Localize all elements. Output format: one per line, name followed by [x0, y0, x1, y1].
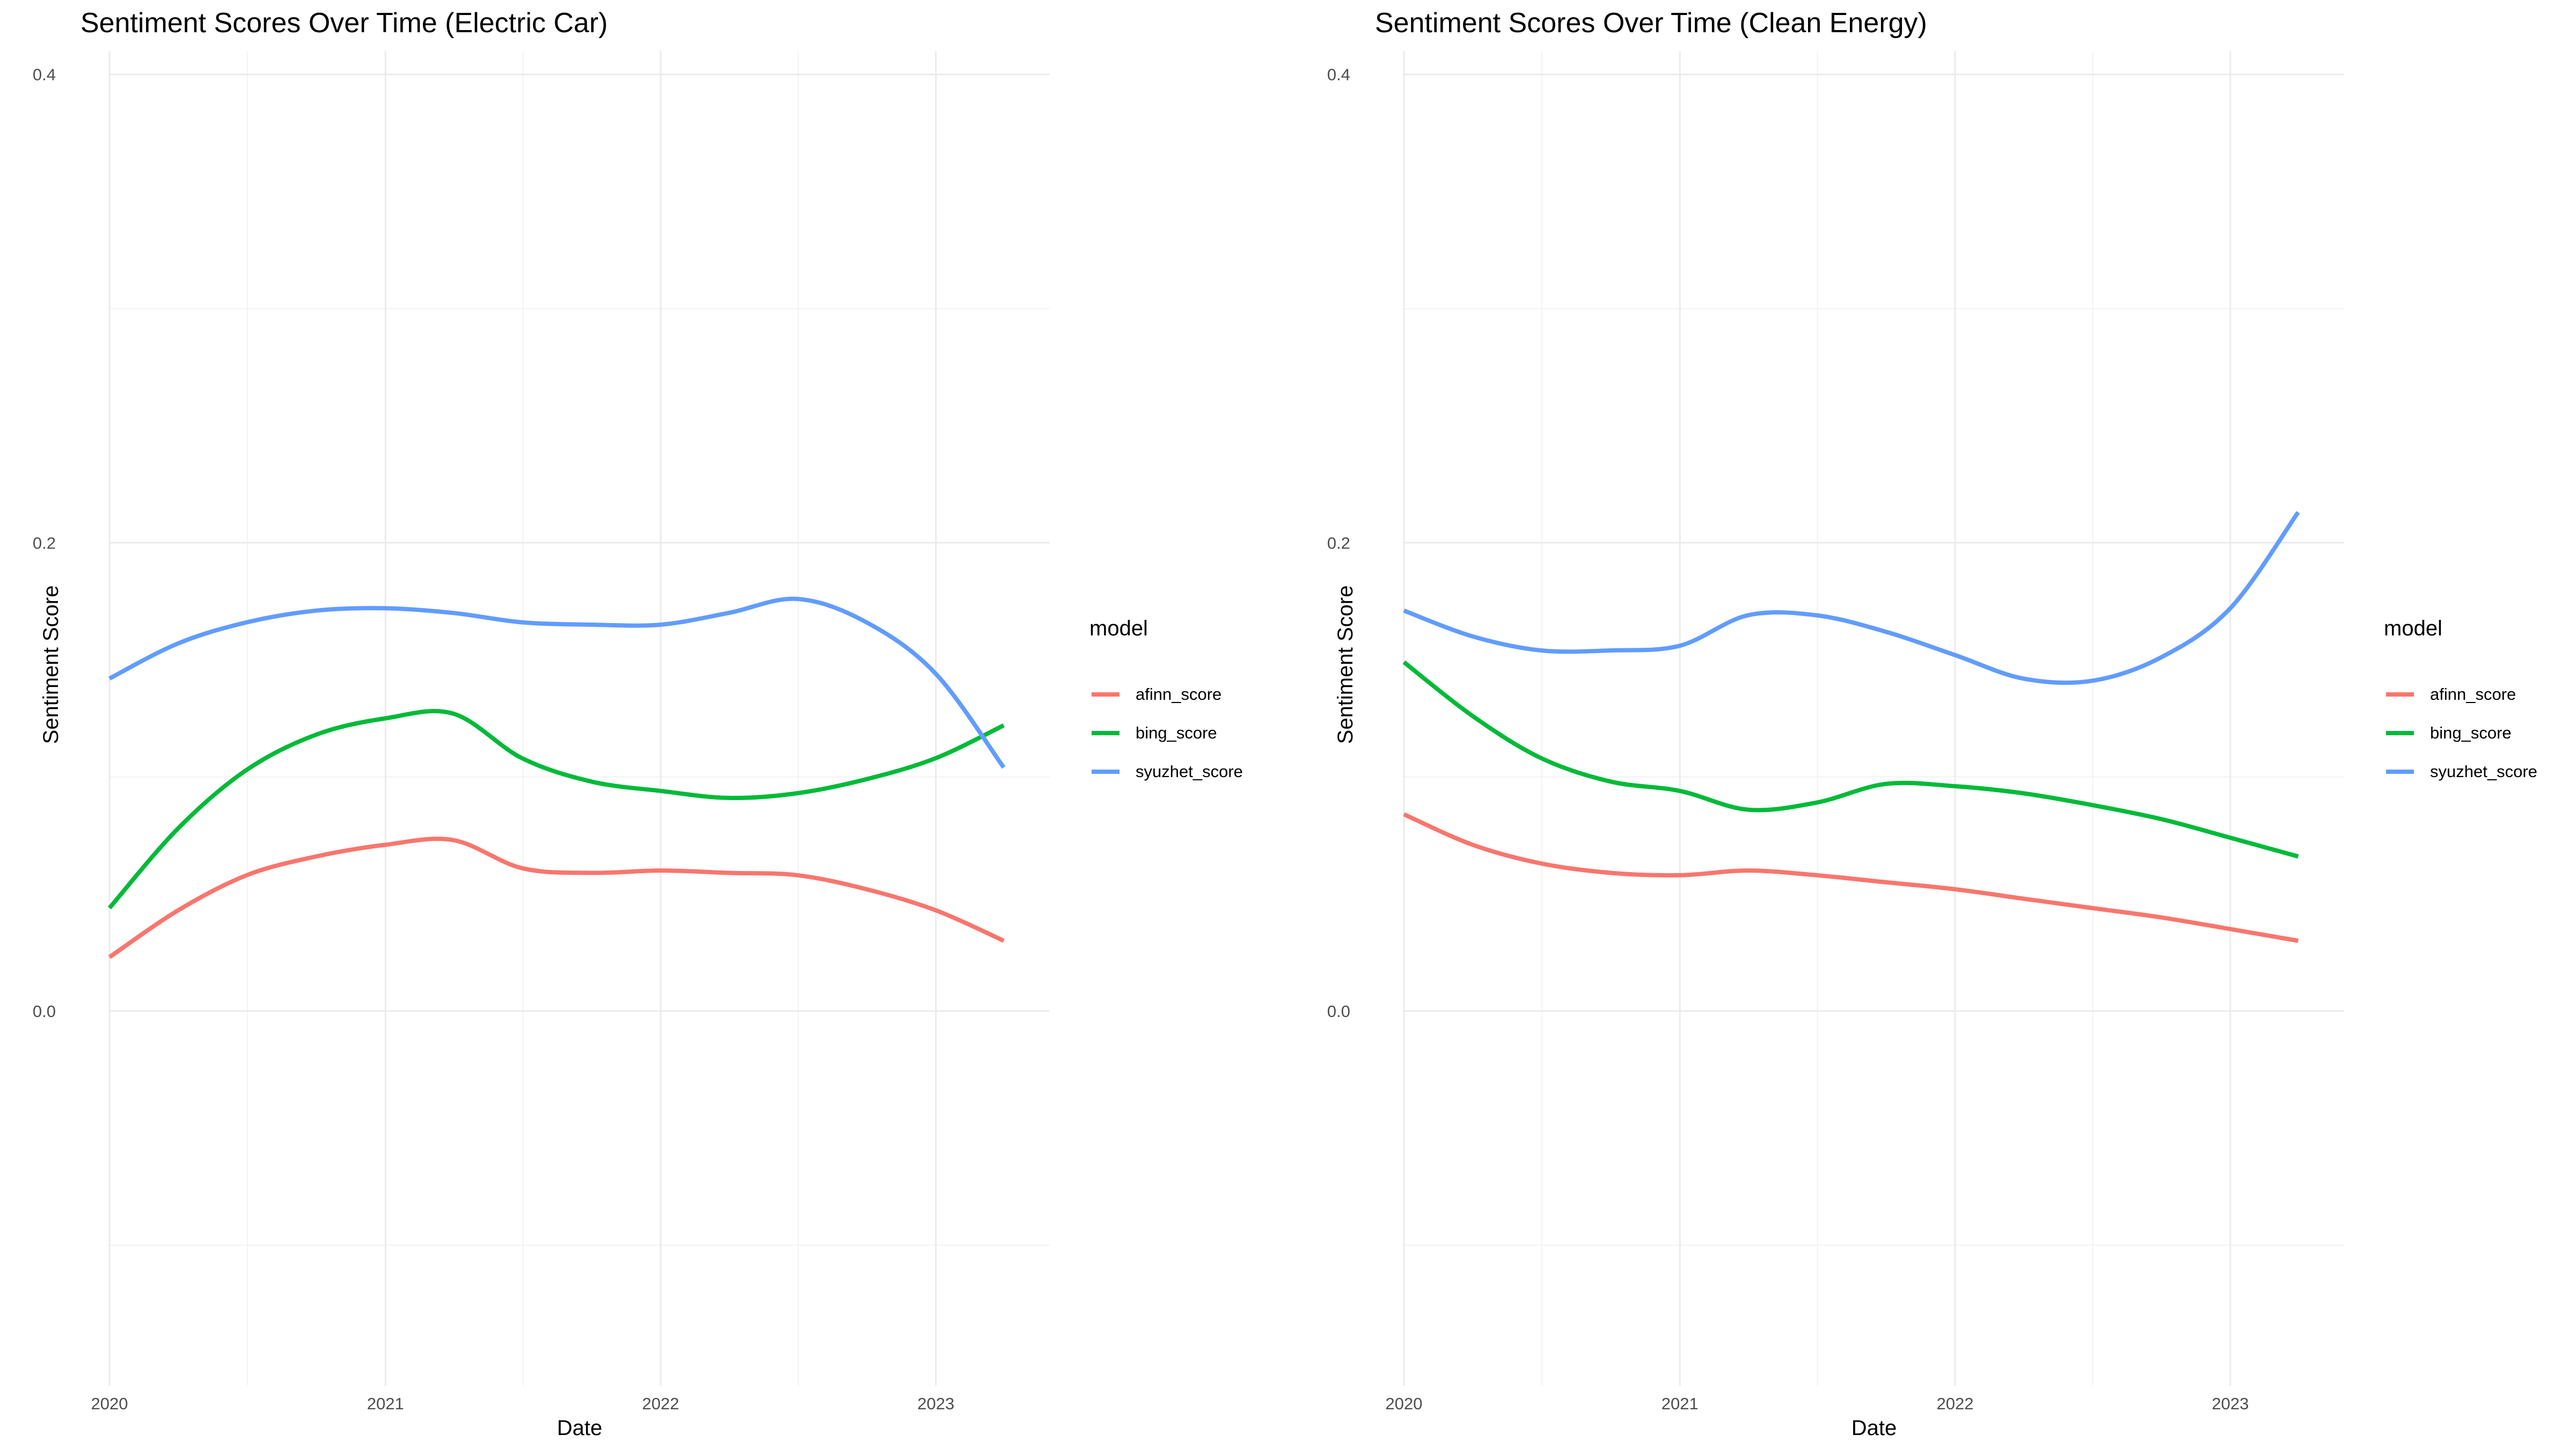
legend: model afinn_score bing_score syuzhet_score — [1089, 617, 1243, 781]
data-point-syuzhet_score — [866, 622, 867, 623]
chart-title: Sentiment Scores Over Time (Clean Energy… — [1375, 8, 1927, 39]
legend-label-syuzhet_score: syuzhet_score — [1136, 762, 1243, 781]
data-point-bing_score — [2298, 856, 2299, 857]
data-point-afinn_score — [866, 889, 867, 890]
legend-label-afinn_score: afinn_score — [1136, 685, 1221, 704]
y-axis-label: Sentiment Score — [1334, 586, 1357, 744]
series-line-syuzhet_score — [1403, 511, 2300, 685]
data-point-bing_score — [385, 718, 386, 719]
data-point-bing_score — [728, 797, 729, 798]
series-line-bing_score — [107, 709, 1005, 910]
y-axis-label: Sentiment Score — [39, 586, 63, 744]
data-point-afinn_score — [316, 856, 317, 857]
data-point-syuzhet_score — [246, 622, 247, 623]
x-tick-label: 2020 — [1386, 1394, 1423, 1413]
data-point-syuzhet_score — [2298, 512, 2299, 513]
data-point-bing_score — [1747, 809, 1748, 810]
chart-panel-2: 0.0 0.2 0.4 2020 2021 2022 2023 Date Sentiment S… — [1327, 8, 2537, 1440]
chart-title: Sentiment Scores Over Time (Electric Car… — [80, 8, 608, 39]
series-line-afinn_score — [1403, 812, 2299, 943]
x-tick-label: 2023 — [2212, 1394, 2249, 1413]
data-point-bing_score — [1816, 802, 1817, 803]
x-tick-label: 2021 — [1662, 1394, 1699, 1413]
series-line-bing_score — [1402, 660, 2299, 859]
x-axis-label: Date — [1851, 1416, 1897, 1440]
chart-panel-1: 0.0 0.2 0.4 2020 2021 2022 2023 Date Sentiment S… — [33, 8, 1243, 1440]
data-point-afinn_score — [935, 910, 936, 911]
y-tick-label: 0.0 — [33, 1002, 56, 1021]
data-point-syuzhet_score — [1816, 615, 1817, 616]
y-tick-label: 0.2 — [1327, 533, 1350, 552]
legend-label-bing_score: bing_score — [1136, 723, 1217, 742]
data-point-afinn_score — [1747, 870, 1748, 871]
y-tick-label: 0.4 — [1327, 65, 1350, 84]
x-tick-label: 2021 — [367, 1394, 404, 1413]
legend: model afinn_score bing_score syuzhet_score — [2384, 617, 2537, 781]
x-tick-label: 2022 — [1937, 1394, 1974, 1413]
y-tick-label: 0.2 — [33, 533, 56, 552]
data-point-bing_score — [2091, 804, 2092, 805]
x-tick-label: 2023 — [917, 1394, 954, 1413]
legend-title: model — [1089, 617, 1148, 640]
legend-label-bing_score: bing_score — [2430, 723, 2512, 742]
legend-title: model — [2384, 617, 2442, 640]
data-point-syuzhet_score — [2091, 680, 2092, 681]
legend-label-syuzhet_score: syuzhet_score — [2430, 762, 2537, 781]
data-point-syuzhet_score — [1747, 615, 1748, 616]
y-tick-label: 0.0 — [1327, 1002, 1350, 1021]
data-point-afinn_score — [1955, 889, 1956, 890]
x-tick-label: 2020 — [91, 1394, 128, 1413]
data-point-syuzhet_score — [109, 678, 110, 679]
data-point-syuzhet_score — [385, 608, 386, 609]
data-point-bing_score — [1955, 786, 1956, 787]
series-line-afinn_score — [108, 836, 1005, 959]
x-tick-label: 2022 — [642, 1394, 679, 1413]
y-tick-label: 0.4 — [33, 65, 56, 84]
series-line-syuzhet_score — [108, 596, 1006, 769]
data-point-syuzhet_score — [316, 610, 317, 611]
x-axis-label: Date — [557, 1416, 603, 1440]
legend-label-afinn_score: afinn_score — [2430, 685, 2516, 704]
